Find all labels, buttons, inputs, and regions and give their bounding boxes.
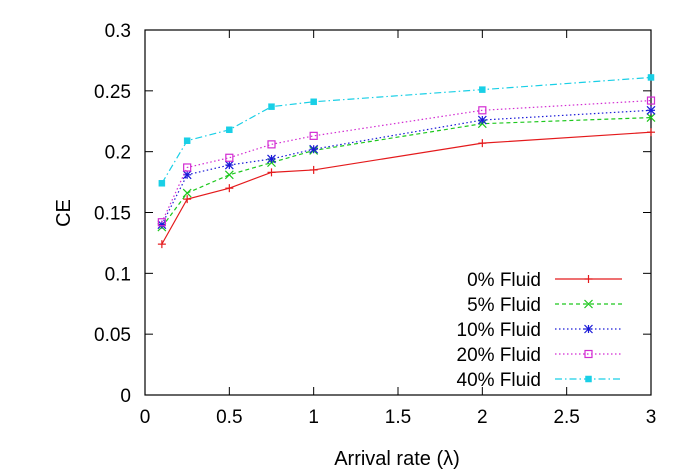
series-2: [157, 105, 656, 230]
y-tick-label: 0.1: [105, 264, 131, 285]
series-marker: [584, 275, 593, 283]
legend-item: 20% Fluid: [457, 345, 622, 366]
plot-area-border: [144, 29, 652, 396]
x-tick-label: 3: [646, 407, 657, 428]
legend-label: 10% Fluid: [457, 320, 542, 341]
legend-label: 40% Fluid: [457, 370, 542, 391]
series-marker: [477, 115, 487, 125]
series-line: [161, 131, 652, 245]
series-3: [157, 96, 656, 227]
x-tick-label: 1: [308, 407, 319, 428]
series-line: [161, 76, 652, 184]
series-line: [161, 109, 652, 225]
series-marker: [267, 154, 276, 164]
series-marker: [309, 131, 318, 140]
y-tick-label: 0.25: [94, 82, 131, 103]
series-marker: [584, 299, 593, 309]
series-marker: [226, 126, 233, 134]
legend-item: 5% Fluid: [467, 295, 622, 316]
series-marker: [224, 160, 234, 170]
x-tick-label: 2.5: [553, 407, 579, 428]
x-tick-label: 0: [140, 407, 151, 428]
y-tick-label: 0.3: [105, 21, 131, 42]
axis-ticks-group: 0 0.5 1 1.5 2 2.5 3 0 0.05 0.1 0.15 0.2 0.25 0.3: [94, 21, 656, 428]
legend-label: 5% Fluid: [467, 295, 541, 316]
series-marker: [310, 98, 317, 106]
plot-frame-group: [144, 29, 652, 396]
series-marker: [309, 165, 318, 174]
series-line: [161, 117, 652, 228]
series-marker: [267, 168, 276, 177]
series-marker: [478, 106, 487, 115]
x-tick-label: 2: [477, 407, 488, 428]
series-marker: [225, 153, 234, 162]
series-group: [157, 74, 656, 249]
legend-item: 40% Fluid: [457, 370, 622, 391]
series-marker: [646, 96, 656, 105]
series-marker: [183, 195, 192, 204]
x-axis-label: Arrival rate (λ): [334, 448, 460, 470]
series-marker: [157, 220, 167, 230]
series-marker: [267, 140, 276, 149]
series-marker: [647, 74, 655, 81]
x-tick-label: 0.5: [216, 407, 242, 428]
y-tick-label: 0.15: [94, 204, 131, 225]
legend: 0% Fluid 5% Fluid 10% Fluid 20% Fluid 40% Fl…: [457, 270, 622, 391]
series-marker: [183, 137, 191, 144]
series-line: [161, 99, 652, 223]
series-4: [158, 74, 655, 187]
series-marker: [158, 180, 166, 187]
series-marker: [157, 218, 166, 227]
series-marker: [268, 103, 275, 110]
legend-label: 0% Fluid: [467, 270, 541, 291]
y-tick-label: 0: [120, 386, 131, 407]
series-marker: [309, 144, 319, 154]
series-marker: [182, 188, 192, 198]
series-marker: [183, 163, 192, 172]
series-marker: [646, 105, 656, 115]
y-tick-label: 0.05: [94, 325, 131, 346]
series-marker: [646, 113, 656, 123]
series-0: [157, 128, 655, 249]
legend-label: 20% Fluid: [457, 345, 542, 366]
series-marker: [584, 324, 593, 334]
y-tick-label: 0.2: [105, 143, 131, 164]
series-marker: [479, 86, 486, 93]
series-marker: [584, 349, 593, 359]
series-marker: [647, 128, 655, 137]
x-tick-label: 1.5: [385, 407, 411, 428]
series-marker: [182, 170, 192, 180]
series-marker: [478, 139, 487, 148]
series-marker: [224, 170, 234, 180]
series-marker: [225, 184, 234, 193]
legend-item: 0% Fluid: [467, 270, 622, 291]
series-marker: [157, 240, 166, 249]
y-axis-label: CE: [53, 199, 75, 227]
series-marker: [585, 375, 592, 383]
legend-item: 10% Fluid: [457, 320, 622, 341]
